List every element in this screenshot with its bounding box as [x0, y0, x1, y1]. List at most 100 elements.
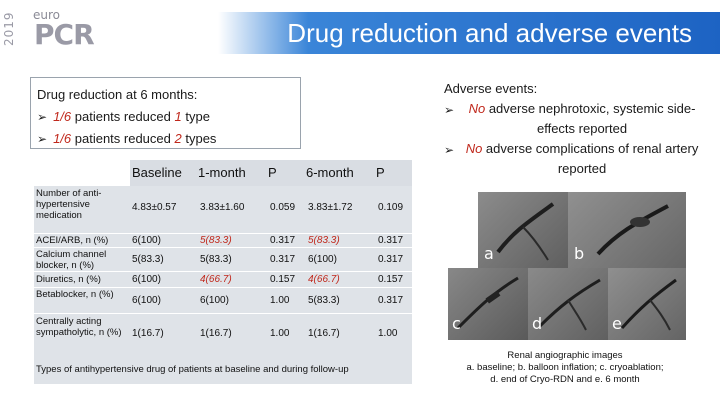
logo-pcr: PCR	[34, 18, 95, 51]
adverse-heading: Adverse events:	[444, 81, 538, 96]
table-row: Centrally acting sympatholytic, n (%) 1(…	[34, 314, 412, 356]
vessel-graphic	[538, 278, 601, 331]
cell: 0.157	[270, 274, 296, 285]
drug-reduction-heading: Drug reduction at 6 months:	[37, 87, 198, 102]
adverse-events-block: Adverse events: ➢ No adverse nephrotoxic…	[444, 79, 704, 179]
angiogram-grid: a b c d e	[448, 192, 686, 340]
cell-highlight: 4(66.7)	[200, 274, 232, 285]
cell: 6(100)	[132, 274, 161, 285]
cell: 1(16.7)	[308, 328, 340, 339]
angiogram-image: e	[608, 268, 686, 340]
cell-highlight: 4(66.7)	[308, 274, 340, 285]
cell: 6(100)	[132, 295, 161, 306]
col-header: P	[268, 165, 277, 180]
cell: 1.00	[378, 328, 398, 339]
cell: 1(16.7)	[200, 328, 232, 339]
panel-label: b	[574, 244, 585, 263]
bullet-text: patients reduced	[71, 109, 175, 124]
table-row: ACEI/ARB, n (%) 6(100) 5(83.3) 0.317 5(8…	[34, 234, 412, 248]
cell: 1(16.7)	[132, 328, 164, 339]
vessel-graphic	[596, 204, 669, 256]
row-label: ACEI/ARB, n (%)	[36, 235, 109, 246]
cell: 4.83±0.57	[132, 202, 177, 213]
col-header: 6-month	[306, 165, 354, 180]
angiogram-image: c	[448, 268, 528, 340]
cell: 0.317	[378, 254, 404, 265]
row-label: Centrally acting sympatholytic, n (%)	[36, 316, 122, 338]
arrow-bullet-icon: ➢	[37, 110, 48, 124]
row-label: Betablocker, n (%)	[36, 289, 114, 300]
cell: 1.00	[270, 328, 290, 339]
table-body: Number of anti-hypertensive medication 4…	[34, 186, 412, 384]
adverse-item-text: No adverse nephrotoxic, systemic side-ef…	[460, 99, 704, 139]
caption-line: a. baseline; b. balloon inflation; c. cr…	[466, 362, 664, 373]
panel-label: a	[484, 244, 494, 263]
row-label: Calcium channel blocker, n (%)	[36, 249, 107, 271]
page-title: Drug reduction and adverse events	[287, 18, 692, 48]
col-header: Baseline	[132, 165, 182, 180]
drug-reduction-box: Drug reduction at 6 months: ➢ 1/6 patien…	[30, 77, 301, 149]
table-row: Betablocker, n (%) 6(100) 6(100) 1.00 5(…	[34, 288, 412, 314]
adverse-item-2: ➢ No adverse complications of renal arte…	[444, 139, 704, 179]
adverse-text: adverse complications of renal artery re…	[482, 141, 702, 176]
cell-highlight: 5(83.3)	[308, 235, 340, 246]
cell: 0.059	[270, 202, 296, 213]
slide-header: 2019 euro PCR Drug reduction and adverse…	[0, 0, 720, 62]
logo-euro: euro	[33, 8, 60, 22]
panel-label: d	[532, 314, 543, 333]
angiogram-caption: Renal angiographic images a. baseline; b…	[440, 350, 690, 386]
cell: 1.00	[270, 295, 290, 306]
cell: 5(83.3)	[308, 295, 340, 306]
vessel-graphic	[456, 276, 519, 330]
table-row: Number of anti-hypertensive medication 4…	[34, 186, 412, 234]
vessel-graphic	[496, 202, 555, 261]
arrow-bullet-icon: ➢	[444, 143, 455, 157]
row-label: Diuretics, n (%)	[36, 274, 101, 285]
bullet-number: 2	[174, 131, 182, 146]
drug-bullet-1: ➢ 1/6 patients reduced 1 type	[37, 106, 294, 128]
adverse-emphasis: No	[465, 141, 483, 156]
table-caption: Types of antihypertensive drug of patien…	[36, 364, 349, 375]
drug-bullet-2: ➢ 1/6 patients reduced 2 types	[37, 128, 294, 150]
cell: 3.83±1.72	[308, 202, 353, 213]
bullet-fraction: 1/6	[53, 131, 72, 146]
table-header: Baseline 1-month P 6-month P	[130, 160, 412, 186]
adverse-text: adverse nephrotoxic, systemic side-effec…	[485, 101, 696, 136]
title-bar: Drug reduction and adverse events	[218, 12, 720, 54]
bullet-text: types	[181, 131, 217, 146]
arrow-bullet-icon: ➢	[444, 103, 455, 117]
cell-highlight: 5(83.3)	[200, 235, 232, 246]
cell: 6(100)	[308, 254, 337, 265]
row-label: Number of anti-hypertensive medication	[36, 188, 102, 221]
adverse-item-1: ➢ No adverse nephrotoxic, systemic side-…	[444, 99, 704, 139]
bullet-number: 1	[174, 109, 182, 124]
cell: 5(83.3)	[132, 254, 164, 265]
angiogram-image: a	[478, 192, 568, 268]
bullet-text: type	[181, 109, 210, 124]
bullet-text: patients reduced	[71, 131, 175, 146]
caption-line: Renal angiographic images	[507, 350, 623, 361]
adverse-item-text: No adverse complications of renal artery…	[460, 139, 704, 179]
vessel-graphic	[620, 278, 677, 331]
table-row: Diuretics, n (%) 6(100) 4(66.7) 0.157 4(…	[34, 272, 412, 288]
cell: 0.317	[270, 235, 296, 246]
col-header: 1-month	[198, 165, 246, 180]
cell: 0.109	[378, 202, 404, 213]
cell: 6(100)	[132, 235, 161, 246]
cell: 3.83±1.60	[200, 202, 245, 213]
col-header: P	[376, 165, 385, 180]
angiogram-image: b	[568, 192, 686, 268]
bullet-fraction: 1/6	[53, 109, 72, 124]
angiogram-image: d	[528, 268, 608, 340]
cell: 0.317	[378, 295, 404, 306]
adverse-emphasis: No	[468, 101, 486, 116]
caption-line: d. end of Cryo-RDN and e. 6 month	[490, 374, 640, 385]
arrow-bullet-icon: ➢	[37, 132, 48, 146]
panel-label: c	[452, 314, 461, 333]
cell: 0.157	[378, 274, 404, 285]
cell: 5(83.3)	[200, 254, 232, 265]
cell: 0.317	[270, 254, 296, 265]
cell: 0.317	[378, 235, 404, 246]
table-row: Calcium channel blocker, n (%) 5(83.3) 5…	[34, 248, 412, 272]
year-label: 2019	[2, 11, 16, 47]
